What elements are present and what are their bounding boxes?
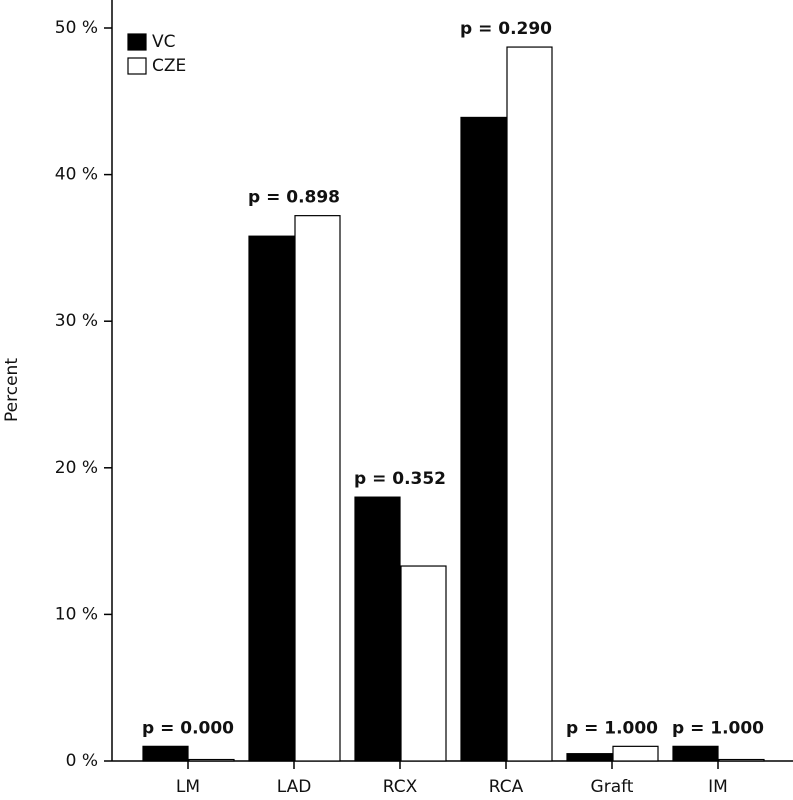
bar (460, 116, 507, 762)
y-tick-label: 20 % (55, 458, 98, 478)
x-tick-label: LAD (277, 777, 312, 797)
y-tick-label: 0 % (66, 751, 98, 771)
annotation: p = 0.898 (248, 188, 340, 208)
bar (188, 758, 235, 762)
x-tick-label: LM (176, 777, 200, 797)
legend-swatch (127, 33, 147, 51)
bar (672, 745, 719, 762)
x-tick-label: Graft (591, 777, 634, 797)
legend-swatch (127, 57, 147, 75)
bar (354, 496, 401, 762)
annotation: p = 0.352 (354, 469, 446, 489)
x-tick-label: RCA (489, 777, 524, 797)
y-tick-label: 10 % (55, 604, 98, 624)
bar (612, 745, 659, 762)
annotation: p = 1.000 (672, 718, 764, 738)
x-tick-label: RCX (383, 777, 418, 797)
annotation: p = 0.290 (460, 19, 552, 39)
legend-label: CZE (152, 56, 186, 76)
bar (248, 235, 295, 762)
annotation: p = 0.000 (142, 718, 234, 738)
bar (400, 565, 447, 762)
bar (142, 745, 189, 762)
x-tick-label: IM (708, 777, 728, 797)
bar (718, 758, 765, 762)
bar (294, 215, 341, 762)
y-tick-label: 40 % (55, 165, 98, 185)
y-axis-label: Percent (2, 358, 22, 422)
y-tick-label: 30 % (55, 311, 98, 331)
y-tick-label: 50 % (55, 18, 98, 38)
bar (506, 46, 553, 762)
legend-label: VC (152, 32, 176, 52)
annotation: p = 1.000 (566, 718, 658, 738)
bar (566, 753, 613, 762)
